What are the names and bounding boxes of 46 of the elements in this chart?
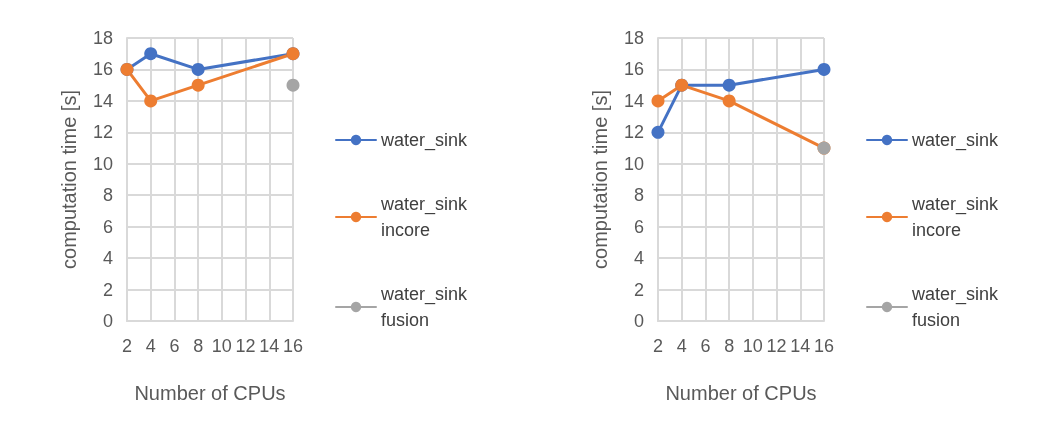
y-tick-label: 6 bbox=[633, 216, 644, 237]
y-tick-label: 10 bbox=[623, 153, 644, 174]
x-tick-label: 6 bbox=[169, 336, 180, 356]
y-tick-label: 6 bbox=[102, 216, 113, 237]
x-tick-label: 2 bbox=[652, 336, 664, 356]
x-tick-label: 8 bbox=[193, 336, 204, 356]
x-tick-label: 10 bbox=[211, 336, 232, 356]
x-tick-label: 2 bbox=[121, 336, 133, 356]
y-axis-title: computation time [s] bbox=[589, 90, 611, 269]
x-tick-label: 16 bbox=[813, 336, 835, 356]
legend-label: water_sink fusion bbox=[380, 284, 473, 330]
y-tick-label: 8 bbox=[633, 185, 644, 206]
x-tick-label: 16 bbox=[282, 336, 304, 356]
x-tick-label: 8 bbox=[724, 336, 735, 356]
y-tick-label: 10 bbox=[92, 153, 113, 174]
y-tick-label: 4 bbox=[102, 248, 113, 269]
x-tick-label: 4 bbox=[145, 336, 156, 356]
x-axis-title: Number of CPUs bbox=[665, 382, 817, 404]
y-tick-label: 14 bbox=[623, 90, 644, 111]
y-tick-label: 2 bbox=[633, 279, 644, 300]
x-tick-label: 10 bbox=[742, 336, 763, 356]
legend-label: water_sink incore bbox=[380, 194, 473, 240]
legend-label: water_sink bbox=[911, 130, 1000, 151]
legend-label: water_sink fusion bbox=[911, 284, 1004, 330]
legend-label: water_sink bbox=[380, 130, 469, 151]
x-tick-label: 14 bbox=[790, 336, 811, 356]
y-tick-label: 4 bbox=[633, 248, 644, 269]
x-tick-label: 4 bbox=[676, 336, 687, 356]
y-tick-label: 18 bbox=[92, 28, 113, 48]
y-tick-label: 12 bbox=[623, 122, 644, 143]
y-tick-label: 12 bbox=[92, 122, 113, 143]
y-tick-label: 18 bbox=[623, 28, 644, 48]
legend-label: water_sink incore bbox=[911, 194, 1004, 240]
x-tick-label: 12 bbox=[766, 336, 787, 356]
y-tick-label: 16 bbox=[92, 59, 113, 80]
x-tick-label: 6 bbox=[700, 336, 711, 356]
y-axis-title: computation time [s] bbox=[58, 90, 80, 269]
y-tick-label: 16 bbox=[623, 59, 644, 80]
y-tick-label: 0 bbox=[633, 311, 644, 331]
y-tick-label: 0 bbox=[102, 311, 113, 331]
x-tick-label: 12 bbox=[235, 336, 256, 356]
y-tick-label: 2 bbox=[102, 279, 113, 300]
x-tick-label: 14 bbox=[259, 336, 280, 356]
y-tick-label: 14 bbox=[92, 90, 113, 111]
y-tick-label: 8 bbox=[102, 185, 113, 206]
x-axis-title: Number of CPUs bbox=[134, 382, 286, 404]
